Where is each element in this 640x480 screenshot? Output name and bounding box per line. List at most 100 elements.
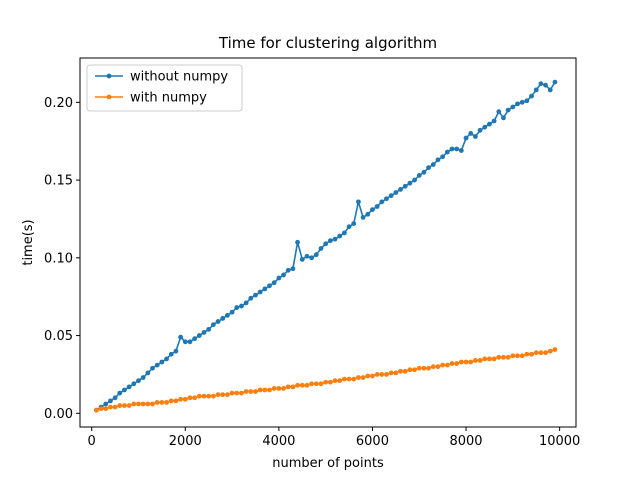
data-point [393,190,399,195]
data-point [374,372,380,377]
data-point [154,362,160,368]
data-point [473,134,478,139]
data-point [351,221,357,227]
data-point [426,165,431,171]
data-point [337,233,343,239]
data-point [444,149,450,155]
data-point [299,256,305,262]
data-point [463,359,469,365]
data-point [356,375,361,380]
data-point [267,387,272,393]
data-point [173,348,179,354]
data-point [449,146,455,152]
data-point [234,305,240,310]
legend: without numpy with numpy [86,64,243,112]
data-point [248,389,254,394]
data-point [313,252,319,258]
data-point [398,187,403,192]
data-point [374,204,380,209]
data-point [257,289,263,295]
data-point [304,253,310,259]
data-point [346,376,352,382]
legend-entry: with numpy [95,91,207,106]
data-point [136,378,141,384]
data-point [117,403,123,408]
data-point [168,351,174,357]
data-point [140,401,146,407]
data-point [262,286,268,292]
data-point [529,351,534,357]
data-point [533,350,539,356]
data-point [388,370,394,376]
data-point [108,398,113,404]
data-point [323,241,329,247]
data-point [388,193,394,199]
data-point [519,99,525,105]
data-point [402,368,408,374]
data-point [93,407,99,413]
data-point [220,316,226,321]
data-point [524,98,530,104]
data-point [323,379,329,385]
data-point [267,283,272,289]
data-point [164,400,169,405]
data-point [482,124,488,130]
y-tick-label: 0.05 [44,329,73,344]
data-point [159,400,165,405]
data-point [131,401,137,407]
data-point [449,361,455,366]
data-point [243,389,249,394]
data-point [215,319,221,324]
y-tick-label: 0.10 [44,251,73,266]
data-point [253,389,258,394]
data-point [239,390,244,396]
x-tick-label: 4000 [262,434,295,449]
data-point [187,395,193,401]
data-point [407,180,413,186]
data-point [365,373,371,379]
axes-frame [79,57,577,428]
series-without-numpy [93,79,558,413]
data-point [145,401,151,407]
data-point [360,375,366,380]
data-point [318,246,324,251]
data-point [173,398,179,404]
data-point [103,406,109,412]
y-tick-label: 0.00 [44,407,73,422]
data-point [210,393,216,399]
data-point [421,365,427,371]
data-point [487,121,492,127]
data-point [538,350,544,356]
data-point [271,386,277,391]
data-point [281,272,286,278]
data-point [196,333,202,338]
data-point [402,183,408,189]
x-tick-label: 10000 [539,434,580,449]
data-point [435,157,441,163]
data-point [126,403,132,408]
data-point [524,351,530,357]
data-point [515,353,520,359]
data-point [327,379,333,385]
legend-label: without numpy [130,70,228,85]
data-point [510,104,516,110]
data-point [426,365,431,371]
data-point [271,280,277,286]
data-point [290,384,296,390]
data-point [337,378,343,384]
data-point [412,177,417,183]
legend-box [86,64,243,112]
data-point [341,230,347,236]
data-point [313,381,319,387]
data-point [473,358,478,363]
data-point [454,146,460,152]
data-point [505,354,511,360]
data-point [440,362,446,368]
data-point [136,401,141,407]
data-point [379,199,385,205]
data-point [257,387,263,393]
data-point [444,362,450,368]
data-point [126,384,132,390]
data-point [440,154,446,160]
